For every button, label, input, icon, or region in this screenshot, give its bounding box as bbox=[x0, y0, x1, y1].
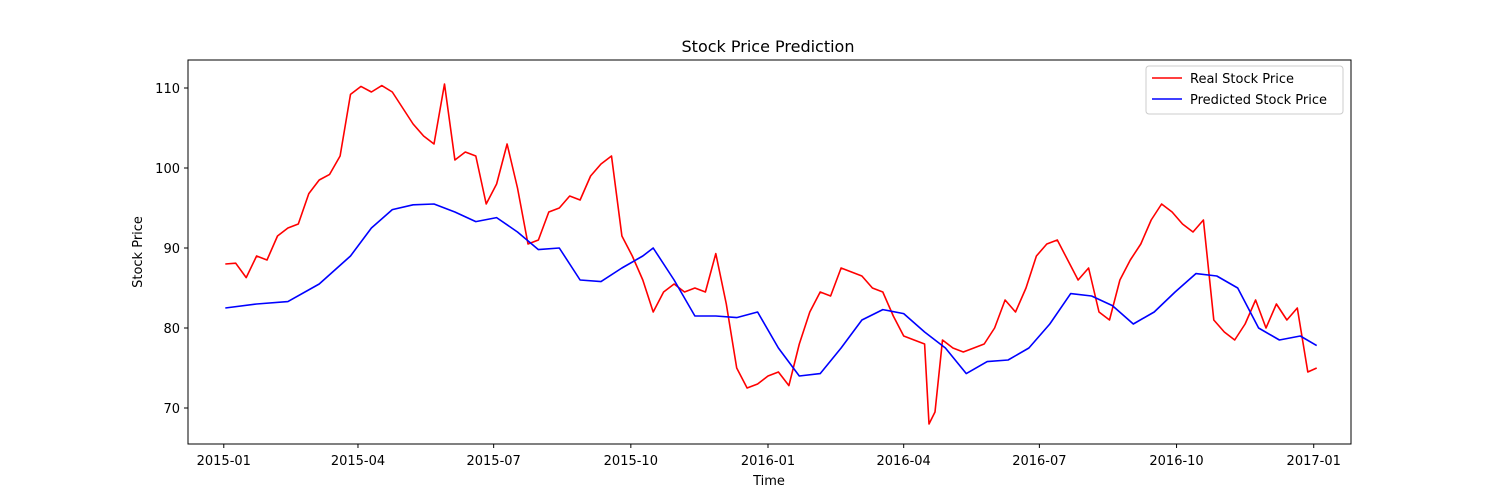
y-axis: 70 80 90 100 110 bbox=[155, 82, 188, 417]
x-tick-label: 2017-01 bbox=[1287, 454, 1341, 469]
y-tick-label: 100 bbox=[155, 162, 180, 177]
y-tick-label: 90 bbox=[163, 242, 180, 257]
y-tick-label: 80 bbox=[163, 322, 180, 337]
series-layer bbox=[225, 83, 1318, 425]
x-axis-label: Time bbox=[752, 474, 785, 489]
legend-label-real: Real Stock Price bbox=[1190, 72, 1294, 87]
x-tick-label: 2016-10 bbox=[1149, 454, 1203, 469]
x-tick-label: 2015-10 bbox=[604, 454, 658, 469]
x-tick-label: 2015-04 bbox=[331, 454, 385, 469]
legend-label-predicted: Predicted Stock Price bbox=[1190, 93, 1327, 108]
x-tick-label: 2016-01 bbox=[741, 454, 795, 469]
legend: Real Stock Price Predicted Stock Price bbox=[1145, 65, 1344, 115]
y-axis-label: Stock Price bbox=[131, 216, 146, 288]
plot-frame bbox=[187, 59, 1352, 445]
series-line-predicted bbox=[225, 203, 1318, 377]
x-tick-label: 2015-07 bbox=[466, 454, 520, 469]
x-tick-label: 2016-07 bbox=[1012, 454, 1066, 469]
y-tick-label: 70 bbox=[163, 402, 180, 417]
series-line-real bbox=[225, 83, 1318, 425]
x-tick-label: 2016-04 bbox=[877, 454, 931, 469]
chart-title: Stock Price Prediction bbox=[682, 37, 855, 56]
legend-box bbox=[1145, 65, 1344, 115]
x-axis: 2015-01 2015-04 2015-07 2015-10 2016-01 2016-… bbox=[197, 444, 1341, 469]
x-tick-label: 2015-01 bbox=[197, 454, 251, 469]
y-tick-label: 110 bbox=[155, 82, 180, 97]
